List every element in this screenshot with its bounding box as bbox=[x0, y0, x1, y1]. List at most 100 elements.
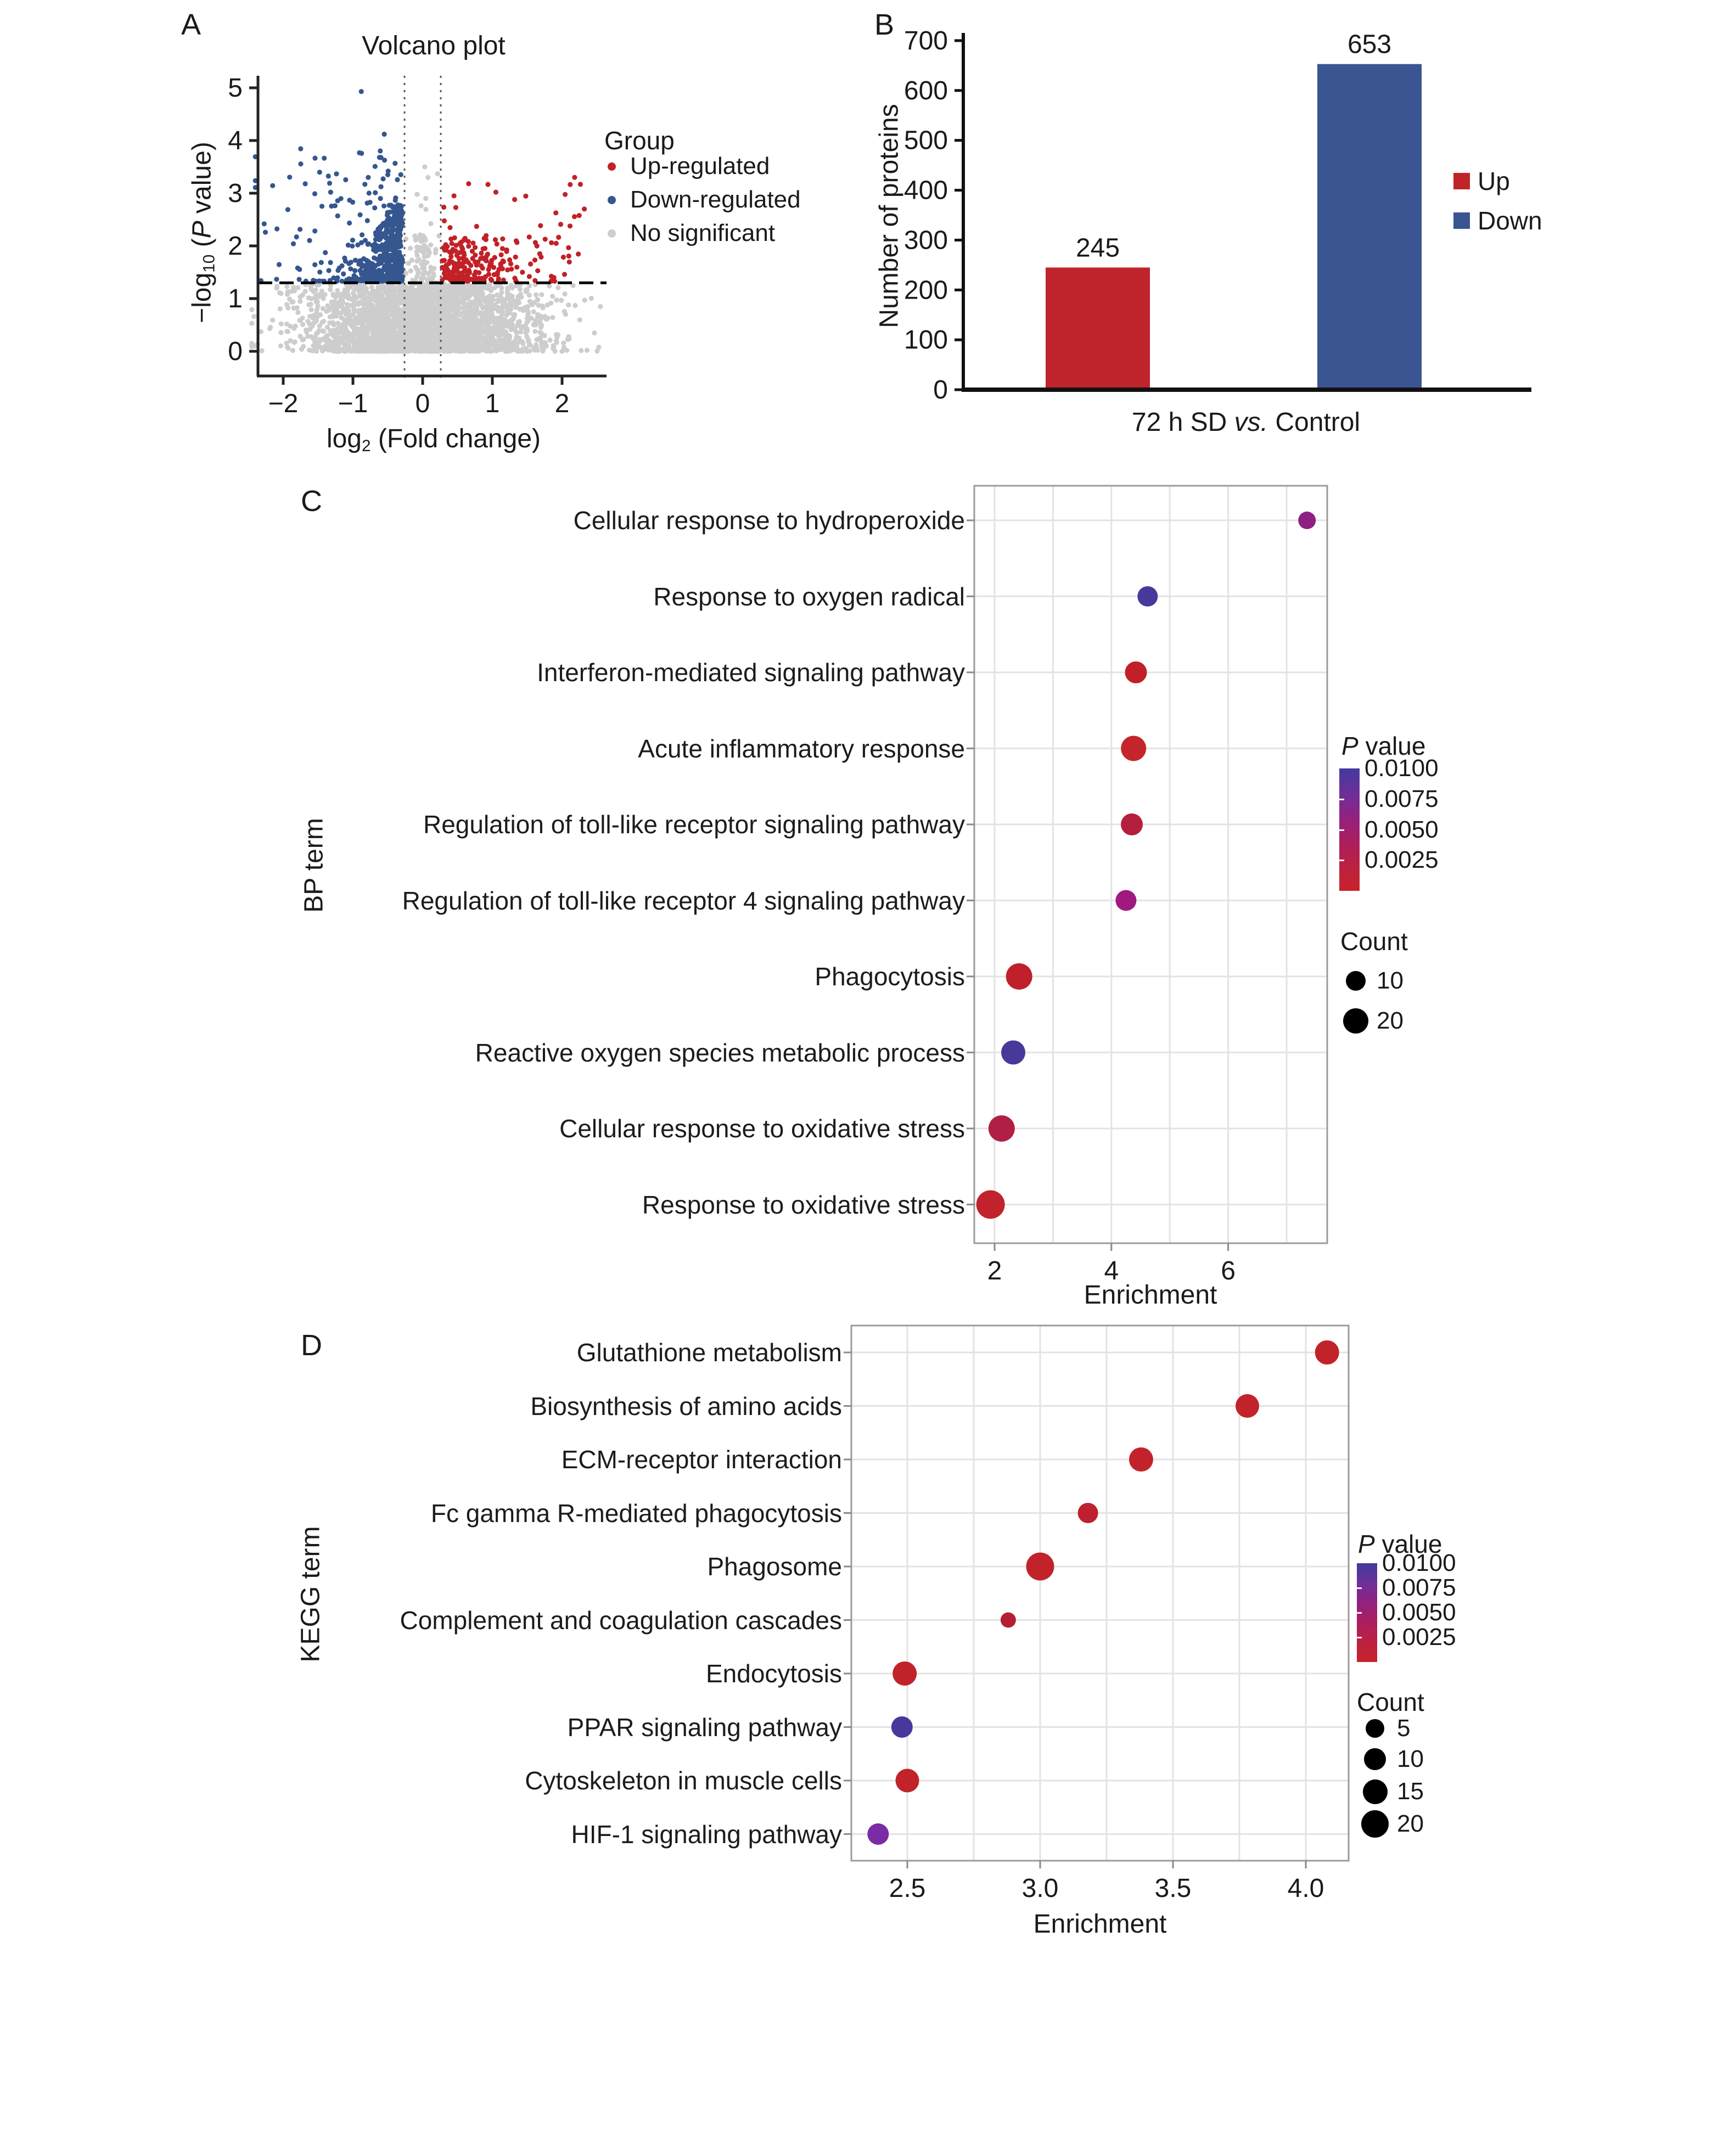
category-label: Glutathione metabolism bbox=[576, 1338, 842, 1367]
ns-point bbox=[517, 319, 523, 324]
up-point bbox=[526, 274, 532, 279]
ns-point bbox=[249, 321, 255, 326]
ns-point bbox=[457, 305, 462, 311]
ns-point bbox=[423, 195, 429, 201]
down-point bbox=[383, 249, 388, 254]
ns-point bbox=[446, 315, 451, 321]
category-label: HIF-1 signaling pathway bbox=[571, 1820, 842, 1849]
ns-point bbox=[477, 323, 482, 328]
ns-point bbox=[487, 310, 492, 315]
ns-point bbox=[592, 330, 597, 336]
down-point bbox=[378, 155, 384, 160]
enrichment-dot bbox=[892, 1661, 917, 1686]
ns-point bbox=[374, 296, 379, 301]
ns-point bbox=[489, 348, 494, 353]
ns-point bbox=[285, 345, 291, 351]
ns-point bbox=[351, 313, 356, 318]
legend-swatch-up bbox=[1453, 173, 1470, 189]
panel-a-title: Volcano plot bbox=[362, 31, 506, 60]
x-tick-label: 4.0 bbox=[1288, 1874, 1324, 1903]
down-point bbox=[346, 261, 352, 266]
ns-point bbox=[435, 171, 440, 177]
category-label: PPAR signaling pathway bbox=[567, 1713, 842, 1742]
ns-point bbox=[388, 299, 394, 304]
ns-point bbox=[278, 330, 284, 335]
legend-dot-down bbox=[608, 195, 616, 204]
ns-point bbox=[437, 300, 443, 305]
ns-point bbox=[421, 259, 426, 264]
bp-count-legend-title: Count bbox=[1340, 927, 1408, 956]
ns-point bbox=[386, 335, 392, 340]
ns-point bbox=[418, 203, 424, 209]
ns-point bbox=[555, 285, 561, 290]
ns-point bbox=[409, 297, 414, 304]
ns-point bbox=[381, 349, 387, 354]
ns-point bbox=[406, 345, 412, 351]
bp-y-axis-label: BP term bbox=[299, 818, 329, 913]
ns-point bbox=[514, 323, 520, 328]
bar-value-label: 245 bbox=[1076, 233, 1120, 262]
ns-point bbox=[353, 295, 359, 300]
down-point bbox=[326, 268, 332, 273]
down-point bbox=[388, 203, 394, 208]
down-point bbox=[343, 259, 348, 264]
ns-point bbox=[406, 316, 412, 321]
ns-point bbox=[529, 301, 534, 306]
pvalue-tick-label: 0.0050 bbox=[1365, 816, 1439, 843]
ns-point bbox=[365, 328, 370, 334]
ns-point bbox=[278, 343, 283, 349]
ns-point bbox=[478, 312, 484, 317]
down-point bbox=[372, 277, 378, 282]
ns-point bbox=[308, 307, 314, 312]
legend-item-label: Down bbox=[1478, 206, 1542, 235]
down-point bbox=[388, 209, 393, 215]
up-point bbox=[470, 240, 476, 246]
down-point bbox=[302, 181, 308, 187]
pvalue-tick-label: 0.0100 bbox=[1382, 1549, 1456, 1576]
ns-point bbox=[406, 261, 411, 266]
ns-point bbox=[408, 294, 414, 299]
ns-point bbox=[425, 271, 431, 277]
down-point bbox=[390, 254, 395, 260]
ns-point bbox=[598, 304, 603, 310]
ns-point bbox=[425, 278, 430, 283]
ns-point bbox=[336, 344, 341, 349]
y-tick-label: 1 bbox=[228, 284, 243, 313]
y-tick-label: 600 bbox=[904, 76, 948, 105]
down-point bbox=[297, 267, 302, 272]
panel-a-letter: A bbox=[181, 8, 201, 41]
ns-point bbox=[317, 337, 323, 343]
ns-point bbox=[355, 301, 361, 307]
ns-point bbox=[425, 322, 431, 327]
ns-point bbox=[428, 221, 434, 227]
up-point bbox=[450, 246, 456, 252]
ns-point bbox=[566, 336, 572, 342]
ns-point bbox=[290, 347, 295, 353]
ns-point bbox=[572, 302, 578, 308]
ns-point bbox=[274, 284, 280, 289]
count-tick-label: 5 bbox=[1397, 1715, 1411, 1742]
ns-point bbox=[457, 349, 463, 354]
down-point bbox=[358, 89, 364, 94]
x-tick-label: 2.5 bbox=[889, 1874, 926, 1903]
down-point bbox=[355, 242, 361, 248]
count-tick-label: 20 bbox=[1377, 1007, 1404, 1034]
ns-point bbox=[450, 289, 456, 295]
bar-down bbox=[1317, 64, 1422, 390]
x-tick-label: 3.5 bbox=[1155, 1874, 1192, 1903]
down-point bbox=[335, 275, 340, 280]
ns-point bbox=[541, 347, 546, 352]
ns-point bbox=[532, 329, 538, 334]
ns-point bbox=[474, 283, 480, 289]
ns-point bbox=[467, 294, 472, 299]
down-point bbox=[352, 268, 358, 273]
ns-point bbox=[517, 349, 523, 354]
enrichment-dot bbox=[1121, 735, 1147, 761]
ns-point bbox=[449, 343, 454, 349]
ns-point bbox=[505, 285, 510, 291]
x-tick-label: 3.0 bbox=[1022, 1874, 1059, 1903]
ns-point bbox=[363, 297, 369, 303]
ns-point bbox=[318, 345, 324, 350]
ns-point bbox=[299, 346, 305, 352]
